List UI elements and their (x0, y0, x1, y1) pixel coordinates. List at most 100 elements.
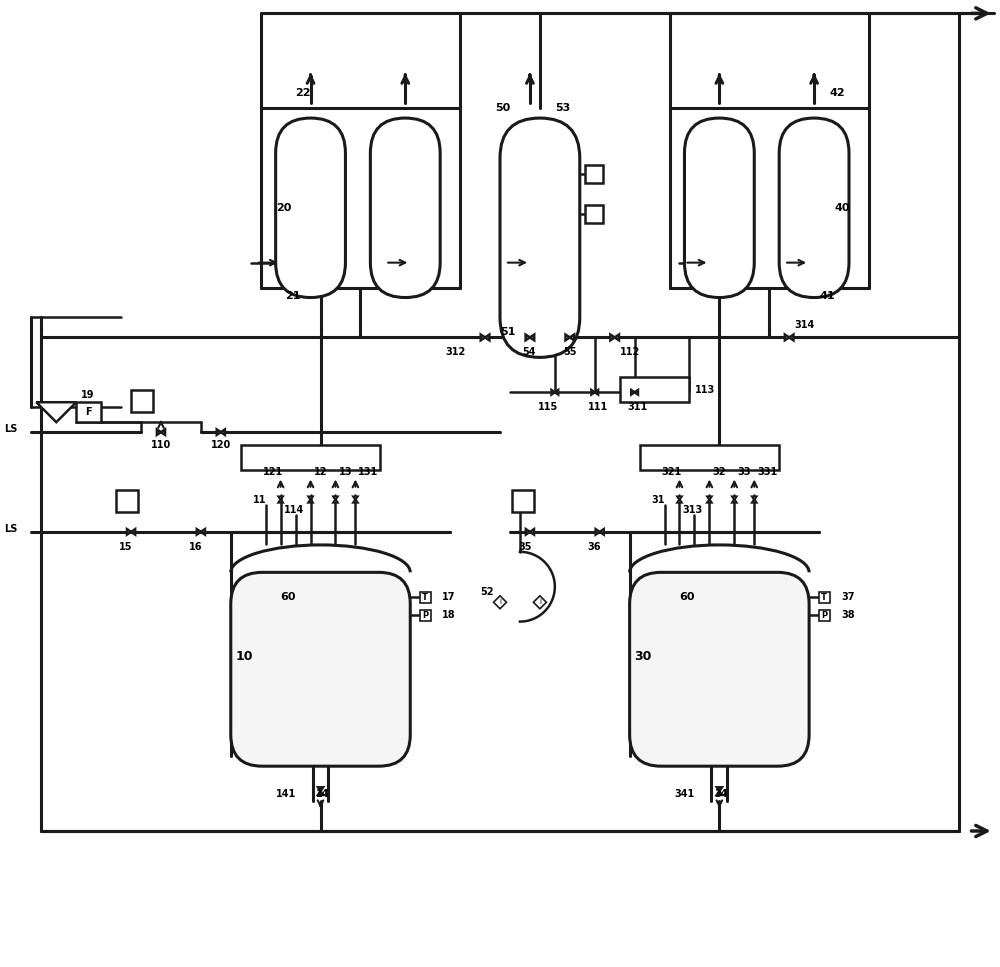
Bar (819, 592, 830, 602)
Text: 21: 21 (286, 290, 301, 301)
Polygon shape (334, 497, 337, 500)
Polygon shape (732, 500, 736, 503)
Text: T: T (821, 593, 827, 601)
Text: I: I (539, 600, 541, 605)
Polygon shape (610, 335, 615, 340)
Text: 121: 121 (263, 467, 283, 477)
Polygon shape (717, 787, 722, 791)
Polygon shape (785, 335, 789, 340)
Text: 20: 20 (276, 203, 291, 213)
Text: 115: 115 (538, 402, 558, 412)
Polygon shape (678, 497, 681, 500)
Text: 321: 321 (662, 467, 682, 477)
Text: 60: 60 (281, 592, 296, 601)
Polygon shape (707, 497, 711, 500)
Bar (241, 445, 380, 470)
Text: 55: 55 (563, 347, 576, 358)
Bar (585, 165, 603, 183)
Polygon shape (565, 335, 570, 340)
Bar (585, 205, 603, 222)
Text: 60: 60 (679, 592, 695, 601)
Polygon shape (526, 335, 530, 340)
Polygon shape (157, 429, 161, 435)
Polygon shape (354, 497, 357, 500)
Text: 113: 113 (694, 385, 715, 396)
Polygon shape (334, 500, 337, 503)
Polygon shape (161, 429, 165, 435)
Polygon shape (485, 335, 489, 340)
Text: 30: 30 (635, 650, 652, 663)
Polygon shape (318, 787, 323, 791)
FancyBboxPatch shape (684, 118, 754, 298)
Text: 22: 22 (296, 88, 311, 98)
Text: 114: 114 (284, 505, 304, 514)
Text: LS: LS (4, 425, 18, 434)
Text: P: P (422, 611, 428, 620)
Text: 341: 341 (674, 789, 695, 799)
Polygon shape (752, 497, 756, 500)
Text: 35: 35 (518, 542, 531, 552)
Text: 36: 36 (588, 542, 601, 552)
Text: P: P (821, 611, 827, 620)
Text: 38: 38 (841, 610, 855, 620)
Bar (420, 610, 431, 621)
Text: 11: 11 (253, 494, 266, 505)
Text: 40: 40 (834, 203, 850, 213)
Bar (819, 610, 830, 621)
Bar (640, 445, 779, 470)
Text: 120: 120 (211, 440, 231, 450)
Bar (512, 490, 534, 512)
Text: 41: 41 (819, 290, 835, 301)
Text: 14: 14 (316, 789, 329, 799)
Polygon shape (789, 335, 793, 340)
Text: 331: 331 (757, 467, 778, 477)
Polygon shape (570, 335, 574, 340)
Polygon shape (752, 500, 756, 503)
Polygon shape (631, 390, 635, 395)
Text: 31: 31 (652, 494, 665, 505)
Text: I: I (499, 600, 501, 605)
FancyBboxPatch shape (370, 118, 440, 298)
Text: 141: 141 (276, 789, 296, 799)
FancyBboxPatch shape (276, 118, 345, 298)
Polygon shape (197, 529, 201, 535)
Polygon shape (717, 791, 722, 795)
Text: 52: 52 (480, 587, 494, 597)
Polygon shape (36, 402, 76, 423)
FancyBboxPatch shape (779, 118, 849, 298)
Polygon shape (309, 500, 312, 503)
Text: 16: 16 (189, 542, 202, 552)
Text: 54: 54 (522, 347, 535, 358)
Polygon shape (309, 497, 312, 500)
Polygon shape (131, 529, 135, 535)
Polygon shape (530, 335, 534, 340)
Polygon shape (678, 500, 681, 503)
Text: 311: 311 (628, 402, 648, 412)
Text: 51: 51 (500, 328, 515, 337)
Polygon shape (530, 529, 534, 535)
Polygon shape (615, 335, 619, 340)
Polygon shape (127, 529, 131, 535)
Polygon shape (555, 390, 558, 395)
Text: 42: 42 (829, 88, 845, 98)
Text: LS: LS (4, 524, 18, 534)
Text: 111: 111 (588, 402, 608, 412)
Text: 314: 314 (794, 320, 814, 331)
Polygon shape (279, 497, 283, 500)
Polygon shape (732, 497, 736, 500)
Text: 112: 112 (620, 347, 640, 358)
Bar (116, 490, 138, 512)
Text: 131: 131 (358, 467, 379, 477)
Text: 15: 15 (119, 542, 133, 552)
Polygon shape (596, 529, 600, 535)
Text: 17: 17 (442, 592, 456, 602)
Text: 110: 110 (151, 440, 171, 450)
Text: 32: 32 (712, 467, 726, 477)
Text: 10: 10 (236, 650, 253, 663)
Polygon shape (600, 529, 604, 535)
Text: F: F (85, 407, 92, 417)
FancyBboxPatch shape (630, 572, 809, 766)
Text: 13: 13 (338, 467, 352, 477)
Polygon shape (354, 500, 357, 503)
Text: 34: 34 (714, 789, 728, 799)
